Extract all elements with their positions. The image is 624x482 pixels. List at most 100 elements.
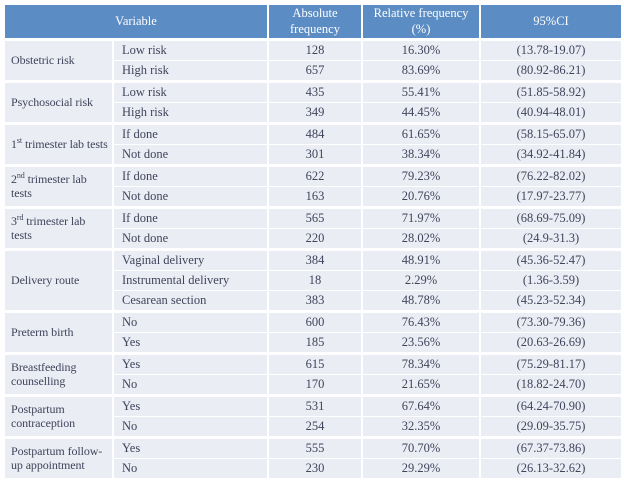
- absolute-frequency-cell: 622: [267, 164, 363, 187]
- table-header: Variable Absolute frequency Relative fre…: [3, 3, 623, 41]
- relative-frequency-cell: 48.78%: [361, 290, 481, 312]
- variable-label-after: trimester lab tests: [11, 171, 87, 200]
- ci-cell: (58.15-65.07): [479, 122, 623, 145]
- table-row: Preterm birth No 600 76.43% (73.30-79.36): [3, 310, 623, 354]
- variable-label-after: trimester lab tests: [11, 213, 86, 242]
- relative-frequency-cell: 48.91%: [361, 248, 481, 271]
- variable-label-sup: rd: [16, 212, 24, 222]
- variable-label-base: Postpartum follow-up appointment: [11, 443, 103, 472]
- table-row: Obstetric risk Low risk 128 16.30% (13.78-19…: [3, 38, 623, 82]
- table-row: Cesarean section 383 48.78% (45.23-52.34): [4, 290, 623, 312]
- category-cell: If done: [112, 206, 269, 229]
- absolute-frequency-cell: 18: [267, 270, 363, 291]
- ci-cell: (68.69-75.09): [479, 206, 623, 229]
- table-body: Obstetric risk Low risk 128 16.30% (13.78-19…: [3, 38, 623, 479]
- variable-label-base: Delivery route: [11, 272, 80, 287]
- variable-group-cell: Preterm birth: [3, 310, 114, 354]
- relative-frequency-cell: 2.29%: [361, 270, 481, 291]
- frequency-table: Variable Absolute frequency Relative fre…: [3, 3, 623, 479]
- category-cell: No: [112, 374, 269, 396]
- absolute-frequency-cell: 484: [267, 122, 363, 145]
- ci-cell: (40.94-48.01): [479, 102, 623, 124]
- category-cell: High risk: [112, 102, 269, 124]
- category-cell: High risk: [112, 60, 269, 82]
- variable-label-base: Preterm birth: [11, 324, 74, 339]
- variable-label-base: 3: [11, 213, 17, 228]
- relative-frequency-cell: 29.29%: [361, 458, 481, 479]
- relative-frequency-cell: 20.76%: [361, 186, 481, 208]
- variable-label-base: Psychosocial risk: [11, 94, 93, 109]
- absolute-frequency-cell: 615: [267, 352, 363, 375]
- ci-cell: (67.37-73.86): [479, 436, 623, 459]
- table-row: 2nd trimester lab tests If done 622 79.23%(…: [3, 164, 623, 208]
- category-cell: No: [112, 458, 269, 479]
- table-row: Postpartum follow-up appointment Yes 555 70…: [3, 436, 623, 479]
- relative-frequency-cell: 28.02%: [361, 228, 481, 250]
- ci-cell: (45.36-52.47): [479, 248, 623, 271]
- col-header-95ci: 95%CI: [479, 3, 623, 41]
- col-header-relative-frequency: Relative frequency (%): [361, 3, 481, 41]
- absolute-frequency-cell: 185: [267, 332, 363, 354]
- absolute-frequency-cell: 230: [267, 458, 363, 479]
- ci-cell: (80.92-86.21): [479, 60, 623, 82]
- category-cell: Yes: [112, 332, 269, 354]
- absolute-frequency-cell: 220: [267, 228, 363, 250]
- ci-cell: (1.36-3.59): [479, 270, 623, 291]
- table-row: Breastfeeding counselling Yes 615 78.34% (75…: [3, 352, 623, 396]
- table-row: 1st trimester lab tests If done 484 61.65%(…: [3, 122, 623, 166]
- relative-frequency-cell: 55.41%: [361, 80, 481, 103]
- absolute-frequency-cell: 254: [267, 416, 363, 438]
- ci-cell: (76.22-82.02): [479, 164, 623, 187]
- table-row: Postpartum contraception Yes 531 67.64% (64.…: [3, 394, 623, 438]
- relative-frequency-cell: 21.65%: [361, 374, 481, 396]
- relative-frequency-cell: 79.23%: [361, 164, 481, 187]
- absolute-frequency-cell: 435: [267, 80, 363, 103]
- absolute-frequency-cell: 301: [267, 144, 363, 166]
- table-row: Not done 220 28.02% (24.9-31.3): [4, 228, 623, 250]
- category-cell: Yes: [112, 436, 269, 459]
- table-row: No 230 29.29% (26.13-32.62): [4, 458, 623, 479]
- ci-cell: (73.30-79.36): [479, 310, 623, 333]
- relative-frequency-cell: 71.97%: [361, 206, 481, 229]
- variable-group-cell: Postpartum contraception: [3, 394, 114, 438]
- absolute-frequency-cell: 657: [267, 60, 363, 82]
- table-row: Not done 163 20.76% (17.97-23.77): [4, 186, 623, 208]
- variable-group-cell: Breastfeeding counselling: [3, 352, 114, 396]
- relative-frequency-cell: 16.30%: [361, 38, 481, 61]
- relative-frequency-cell: 78.34%: [361, 352, 481, 375]
- variable-label-base: Obstetric risk: [11, 52, 75, 67]
- ci-cell: (17.97-23.77): [479, 186, 623, 208]
- table-row: 3rd trimester lab tests If done 565 71.97%(…: [3, 206, 623, 250]
- variable-label-after: trimester lab tests: [22, 136, 108, 151]
- category-cell: Not done: [112, 228, 269, 250]
- absolute-frequency-cell: 531: [267, 394, 363, 417]
- absolute-frequency-cell: 600: [267, 310, 363, 333]
- ci-cell: (26.13-32.62): [479, 458, 623, 479]
- absolute-frequency-cell: 163: [267, 186, 363, 208]
- variable-label-sup: st: [16, 135, 23, 145]
- relative-frequency-cell: 32.35%: [361, 416, 481, 438]
- variable-group-cell: Delivery route: [3, 248, 114, 312]
- category-cell: If done: [112, 164, 269, 187]
- variable-group-cell: 3rd trimester lab tests: [3, 206, 114, 250]
- relative-frequency-cell: 61.65%: [361, 122, 481, 145]
- category-cell: Not done: [112, 144, 269, 166]
- ci-cell: (64.24-70.90): [479, 394, 623, 417]
- category-cell: Cesarean section: [112, 290, 269, 312]
- ci-cell: (51.85-58.92): [479, 80, 623, 103]
- category-cell: Yes: [112, 394, 269, 417]
- category-cell: Instrumental delivery: [112, 270, 269, 291]
- ci-cell: (34.92-41.84): [479, 144, 623, 166]
- absolute-frequency-cell: 128: [267, 38, 363, 61]
- table-row: No 254 32.35% (29.09-35.75): [4, 416, 623, 438]
- variable-group-cell: Obstetric risk: [3, 38, 114, 82]
- category-cell: Vaginal delivery: [112, 248, 269, 271]
- ci-cell: (29.09-35.75): [479, 416, 623, 438]
- category-cell: Not done: [112, 186, 269, 208]
- absolute-frequency-cell: 383: [267, 290, 363, 312]
- relative-frequency-cell: 44.45%: [361, 102, 481, 124]
- category-cell: No: [112, 416, 269, 438]
- table-row: No 170 21.65% (18.82-24.70): [4, 374, 623, 396]
- relative-frequency-cell: 76.43%: [361, 310, 481, 333]
- variable-label-base: Breastfeeding counselling: [11, 359, 77, 388]
